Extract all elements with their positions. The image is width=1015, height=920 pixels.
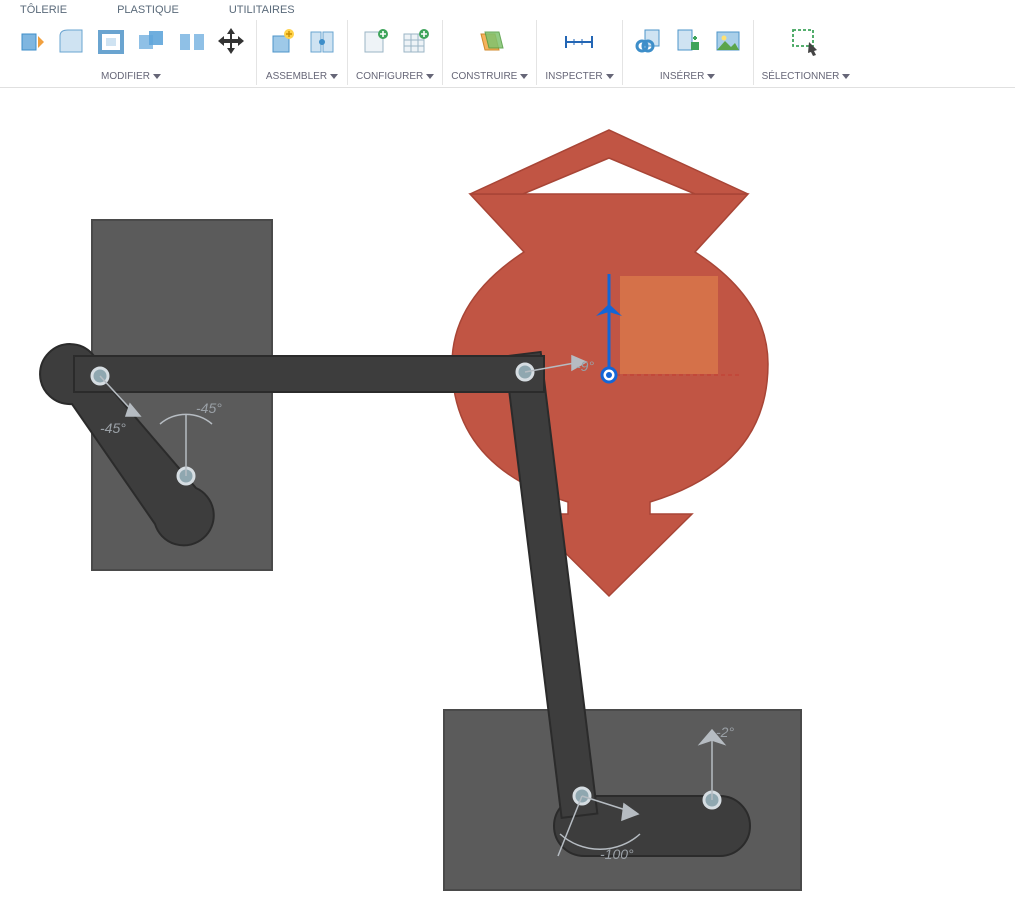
fillet-icon[interactable] bbox=[54, 24, 88, 58]
split-icon[interactable] bbox=[174, 24, 208, 58]
config-table-icon[interactable] bbox=[398, 24, 432, 58]
link-horizontal bbox=[74, 356, 544, 392]
label-assembler-text: ASSEMBLER bbox=[266, 71, 327, 82]
label-configurer-text: CONFIGURER bbox=[356, 71, 423, 82]
model-viewport[interactable]: -45° -45° -9° -2° -100° bbox=[0, 94, 1015, 917]
shell-icon[interactable] bbox=[94, 24, 128, 58]
model-svg bbox=[0, 94, 1015, 917]
label-modifier[interactable]: MODIFIER bbox=[101, 71, 161, 85]
label-inserer[interactable]: INSÉRER bbox=[660, 71, 715, 85]
chevron-down-icon bbox=[707, 74, 715, 79]
insert-link-icon[interactable] bbox=[631, 24, 665, 58]
label-configurer[interactable]: CONFIGURER bbox=[356, 71, 434, 85]
group-configurer: CONFIGURER bbox=[348, 20, 443, 85]
group-assembler: ASSEMBLER bbox=[257, 20, 348, 85]
chevron-down-icon bbox=[330, 74, 338, 79]
group-modifier: MODIFIER bbox=[6, 20, 257, 85]
selection-overlay bbox=[620, 276, 718, 374]
move-icon[interactable] bbox=[214, 24, 248, 58]
label-inspecter-text: INSPECTER bbox=[545, 71, 602, 82]
plane-icon[interactable] bbox=[473, 24, 507, 58]
label-construire[interactable]: CONSTRUIRE bbox=[451, 71, 528, 85]
new-component-icon[interactable] bbox=[265, 24, 299, 58]
chevron-down-icon bbox=[520, 74, 528, 79]
group-construire: CONSTRUIRE bbox=[443, 20, 537, 85]
group-selectionner: SÉLECTIONNER bbox=[754, 20, 859, 85]
label-selectionner[interactable]: SÉLECTIONNER bbox=[762, 71, 851, 85]
label-construire-text: CONSTRUIRE bbox=[451, 71, 517, 82]
chevron-down-icon bbox=[153, 74, 161, 79]
tab-tolerie[interactable]: TÔLERIE bbox=[20, 4, 67, 16]
insert-image-icon[interactable] bbox=[711, 24, 745, 58]
label-modifier-text: MODIFIER bbox=[101, 71, 150, 82]
push-pull-icon[interactable] bbox=[14, 24, 48, 58]
config-sheet-icon[interactable] bbox=[358, 24, 392, 58]
group-inspecter: INSPECTER bbox=[537, 20, 622, 85]
tab-utilitaires[interactable]: UTILITAIRES bbox=[229, 4, 295, 16]
combine-icon[interactable] bbox=[134, 24, 168, 58]
group-inserer: INSÉRER bbox=[623, 20, 754, 85]
joint-icon[interactable] bbox=[305, 24, 339, 58]
label-inspecter[interactable]: INSPECTER bbox=[545, 71, 613, 85]
chevron-down-icon bbox=[426, 74, 434, 79]
select-box-icon[interactable] bbox=[789, 24, 823, 58]
measure-icon[interactable] bbox=[562, 24, 596, 58]
label-inserer-text: INSÉRER bbox=[660, 71, 704, 82]
ribbon-toolbar: MODIFIER ASSEMBLER CONFIGURER bbox=[0, 18, 1015, 88]
tab-plastique[interactable]: PLASTIQUE bbox=[117, 4, 179, 16]
chevron-down-icon bbox=[606, 74, 614, 79]
insert-component-icon[interactable] bbox=[671, 24, 705, 58]
label-selectionner-text: SÉLECTIONNER bbox=[762, 71, 840, 82]
panel-tabs: TÔLERIE PLASTIQUE UTILITAIRES bbox=[0, 0, 1015, 18]
label-assembler[interactable]: ASSEMBLER bbox=[266, 71, 338, 85]
chevron-down-icon bbox=[842, 74, 850, 79]
